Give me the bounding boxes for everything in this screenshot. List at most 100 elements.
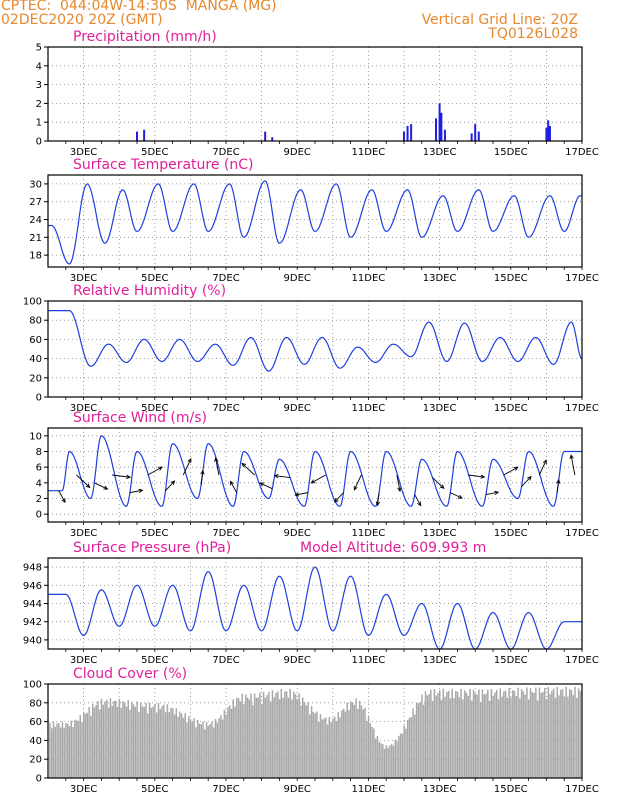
cloud-bar bbox=[113, 700, 115, 778]
cloud-bar bbox=[243, 704, 245, 778]
cloud-bar bbox=[390, 743, 393, 778]
cloud-panel: Cloud Cover (%) 0 20 40 60 80 100 3DEC 5DEC 7DEC 9… bbox=[23, 666, 599, 795]
cloud-bar bbox=[408, 717, 411, 778]
cloud-bar bbox=[74, 719, 76, 778]
cloud-bar bbox=[90, 715, 92, 778]
cloud-bar bbox=[513, 690, 516, 778]
cloud-bar bbox=[234, 706, 236, 778]
wind-vector bbox=[200, 470, 204, 485]
cloud-bar bbox=[492, 695, 494, 778]
rh-xtick: 9DEC bbox=[284, 403, 311, 414]
cloud-bar bbox=[68, 726, 71, 778]
rh-title: Relative Humidity (%) bbox=[73, 283, 226, 299]
precip-bar bbox=[440, 112, 443, 141]
cloud-bar bbox=[515, 696, 518, 778]
cloud-bar bbox=[284, 691, 286, 778]
cloud-bar bbox=[561, 689, 564, 778]
wind-vector bbox=[570, 455, 576, 476]
cloud-bar bbox=[339, 717, 341, 778]
wind-vector-head bbox=[457, 494, 463, 499]
cloud-bar bbox=[248, 699, 251, 778]
precip-bar bbox=[410, 124, 413, 141]
cloud-bar bbox=[232, 699, 235, 778]
cloud-bar bbox=[118, 698, 121, 778]
cloud-bar bbox=[294, 694, 297, 778]
cloud-bar bbox=[111, 705, 113, 778]
wind-vector-head bbox=[542, 459, 547, 465]
precip-ytick: 3 bbox=[36, 80, 42, 91]
cloud-bar bbox=[91, 703, 94, 778]
cloud-bar bbox=[237, 698, 240, 778]
cloud-bar bbox=[131, 701, 133, 778]
cloud-bar bbox=[211, 721, 213, 778]
wind-ytick: 8 bbox=[36, 447, 42, 458]
cloud-bar bbox=[579, 690, 582, 778]
cloud-bar bbox=[230, 708, 233, 778]
cloud-bar bbox=[440, 699, 443, 778]
cloud-title: Cloud Cover (%) bbox=[73, 666, 187, 682]
cloud-bar bbox=[56, 723, 58, 778]
wind-vector bbox=[182, 458, 192, 476]
cloud-bar bbox=[437, 692, 439, 778]
cloud-bar bbox=[106, 699, 108, 778]
cloud-bar bbox=[545, 699, 548, 778]
cloud-bar bbox=[136, 701, 138, 778]
cloud-bar bbox=[428, 693, 430, 778]
cloud-bar bbox=[188, 716, 190, 778]
cloud-bar bbox=[449, 698, 452, 778]
cloud-bar bbox=[196, 720, 199, 778]
cloud-bar bbox=[253, 693, 256, 778]
cloud-bar bbox=[481, 689, 484, 778]
cloud-bar bbox=[239, 701, 242, 778]
pressure-panel: Surface Pressure (hPa) Model Altitude: 60… bbox=[23, 540, 599, 666]
cloud-bar bbox=[109, 698, 112, 778]
cloud-bar bbox=[357, 708, 359, 778]
wind-ytick: 6 bbox=[36, 463, 42, 474]
cloud-bar bbox=[417, 703, 420, 778]
cloud-bar bbox=[277, 691, 279, 778]
precip-bar bbox=[403, 131, 405, 141]
cloud-bar bbox=[182, 717, 185, 778]
wind-vector-head bbox=[294, 492, 300, 497]
cloud-bar bbox=[204, 729, 206, 778]
cloud-bar bbox=[369, 723, 372, 778]
cloud-bar bbox=[298, 693, 300, 778]
cloud-bar bbox=[387, 747, 389, 778]
cloud-bar bbox=[93, 707, 96, 778]
rh-xtick: 13DEC bbox=[423, 403, 457, 414]
wind-vector-head bbox=[229, 480, 235, 486]
cloud-bar bbox=[50, 728, 53, 778]
rh-ytick: 40 bbox=[29, 354, 42, 365]
header-datetime: 02DEC2020 20Z (GMT) bbox=[1, 12, 163, 28]
wind-vector bbox=[311, 474, 326, 484]
precip-panel: Precipitation (mm/h) 0 1 2 3 4 5 3DEC 5DEC 7DEC 9D… bbox=[36, 29, 599, 158]
pressure-xtick: 17DEC bbox=[565, 655, 599, 666]
cloud-bar bbox=[376, 735, 379, 778]
temp-line bbox=[48, 180, 582, 265]
wind-ytick: 10 bbox=[29, 431, 42, 442]
wind-vector bbox=[414, 494, 422, 506]
cloud-bar bbox=[257, 697, 259, 778]
cloud-bar bbox=[465, 692, 468, 778]
cloud-bar bbox=[572, 695, 574, 778]
cloud-xtick: 5DEC bbox=[141, 784, 168, 795]
cloud-xtick: 15DEC bbox=[494, 784, 528, 795]
rh-xtick: 17DEC bbox=[565, 403, 599, 414]
cloud-bar bbox=[61, 721, 64, 778]
cloud-bar bbox=[544, 687, 546, 778]
cloud-bar bbox=[143, 706, 146, 778]
cloud-bar bbox=[214, 719, 217, 778]
cloud-bar bbox=[49, 722, 51, 778]
wind-frame bbox=[47, 427, 583, 523]
cloud-xtick: 7DEC bbox=[212, 784, 239, 795]
cloud-bar bbox=[348, 710, 350, 778]
temp-ytick: 27 bbox=[29, 197, 42, 208]
wind-vector-head bbox=[259, 482, 265, 487]
cloud-bar bbox=[479, 701, 482, 778]
cloud-bar bbox=[431, 700, 434, 778]
precip-xtick: 11DEC bbox=[352, 147, 386, 158]
wind-xtick: 17DEC bbox=[565, 528, 599, 539]
cloud-bar bbox=[170, 707, 172, 778]
cloud-bar bbox=[341, 710, 343, 778]
